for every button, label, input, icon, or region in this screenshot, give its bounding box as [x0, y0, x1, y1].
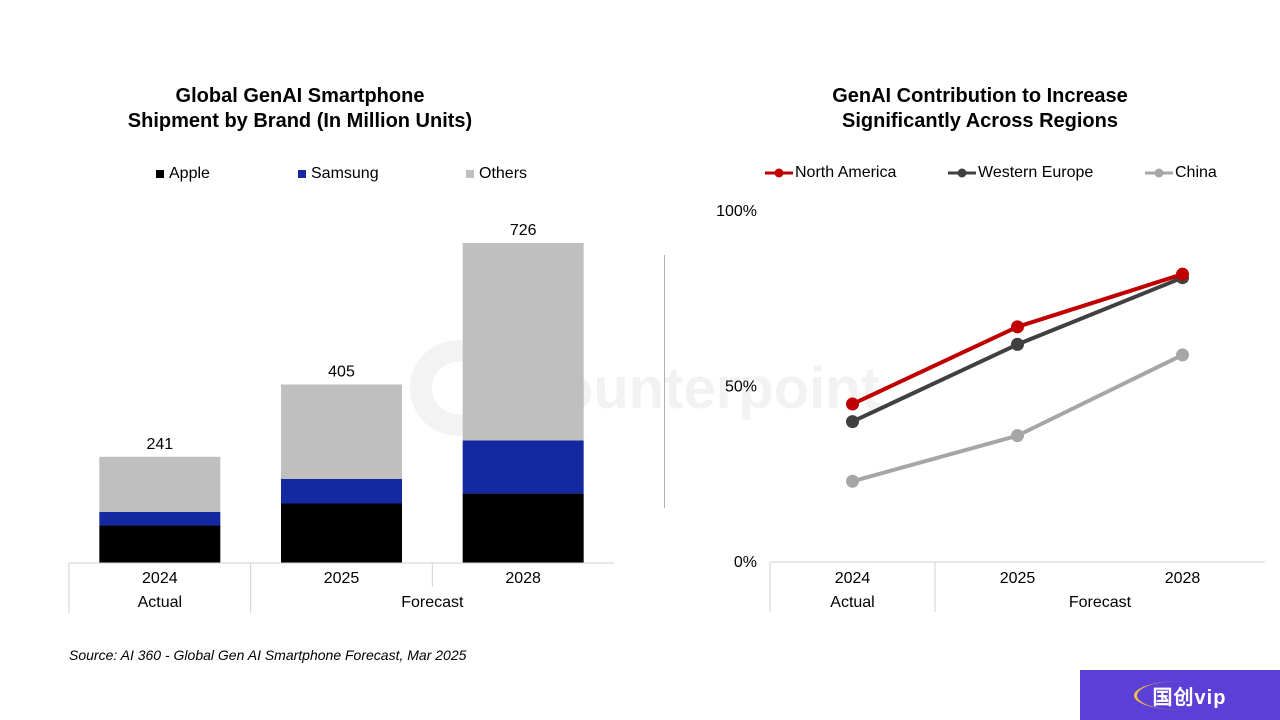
y-tick-label-0pct: 0%	[734, 554, 757, 571]
legend-samsung: Samsung	[298, 165, 379, 183]
series-point-north-america-2025	[1011, 320, 1024, 334]
legend-apple: Apple	[156, 165, 210, 183]
bar-apple-2028	[462, 493, 584, 563]
bar-total-label-2024: 241	[146, 436, 173, 453]
x-tick-label-2028: 2028	[505, 570, 541, 587]
left-chart-title: Global GenAI Smartphone Shipment by Bran…	[127, 85, 473, 132]
y-tick-label-50pct: 50%	[725, 379, 757, 396]
legend-china-label: China	[1175, 164, 1217, 181]
legend-apple-label: Apple	[169, 165, 210, 182]
x-tick-label-2025: 2025	[324, 570, 360, 587]
series-point-western-europe-2024	[846, 415, 859, 429]
series-point-china-2028	[1176, 348, 1189, 362]
left-bar-chart: 241 2024 405 2025 726 2028 Actual Forecast	[68, 222, 614, 613]
series-point-western-europe-2025	[1011, 337, 1024, 351]
series-point-china-2025	[1011, 429, 1024, 443]
bar-others-2024	[99, 456, 221, 512]
series-point-china-2024	[846, 474, 859, 488]
x-tick-label-2024: 2024	[835, 570, 871, 587]
period-label-actual: Actual	[138, 594, 182, 611]
bar-others-2028	[462, 243, 584, 441]
legend-western-europe-marker	[948, 168, 976, 178]
series-point-north-america-2028	[1176, 267, 1189, 281]
x-tick-label-2024: 2024	[142, 570, 178, 587]
legend-others-label: Others	[479, 165, 528, 182]
chart-divider	[664, 255, 665, 508]
legend-western-europe-label: Western Europe	[978, 164, 1094, 181]
series-line-china	[851, 353, 1184, 484]
period-label-actual: Actual	[830, 594, 874, 611]
y-tick-label-100pct: 100%	[716, 203, 757, 220]
series-point-north-america-2024	[846, 397, 859, 411]
source-note: Source: AI 360 - Global Gen AI Smartphon…	[69, 647, 467, 663]
legend-others: Others	[466, 165, 527, 183]
legend-apple-swatch	[156, 170, 164, 178]
legend-others-swatch	[466, 170, 474, 178]
legend-samsung-swatch	[298, 170, 306, 178]
right-chart-title: GenAI Contribution to Increase Significa…	[832, 85, 1128, 132]
bar-total-label-2028: 726	[510, 222, 537, 239]
period-label-forecast: Forecast	[401, 594, 464, 611]
x-tick-label-2025: 2025	[1000, 570, 1036, 587]
legend-samsung-label: Samsung	[311, 165, 379, 182]
bar-total-label-2025: 405	[328, 363, 355, 380]
bar-apple-2024	[99, 525, 221, 563]
bar-samsung-2025	[281, 478, 402, 504]
legend-china-marker	[1145, 168, 1173, 178]
bar-samsung-2024	[99, 511, 221, 526]
legend-north-america-marker	[765, 168, 793, 178]
bar-apple-2025	[281, 503, 402, 563]
bar-others-2025	[281, 384, 402, 479]
period-label-forecast: Forecast	[1069, 594, 1132, 611]
x-tick-label-2028: 2028	[1165, 570, 1201, 587]
legend-north-america-label: North America	[795, 164, 897, 181]
right-line-chart: 0% 50% 100% 2024 2025 2028 Actual Forecast	[716, 203, 1265, 612]
legend-china: China	[1145, 164, 1217, 182]
badge-logo-icon: 国创vip	[1133, 680, 1227, 710]
legend-north-america: North America	[765, 164, 896, 182]
bar-samsung-2028	[462, 440, 584, 494]
site-badge[interactable]: 国创vip	[1080, 670, 1280, 720]
legend-western-europe: Western Europe	[948, 164, 1093, 182]
